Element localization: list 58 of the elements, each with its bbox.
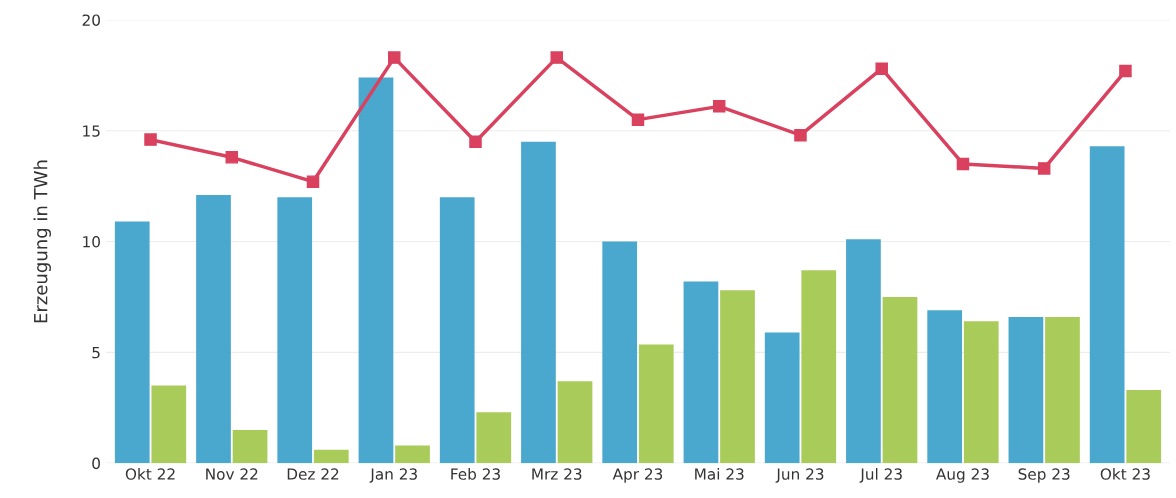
x-tick-label: Mai 23: [695, 468, 744, 480]
bar: [1089, 146, 1125, 464]
x-tick-label: Okt 23: [1100, 468, 1150, 480]
point: [712, 100, 726, 113]
x-tick-label: Apr 23: [612, 468, 663, 483]
point: [306, 175, 320, 188]
bar: [358, 77, 394, 464]
bar: [151, 385, 187, 464]
y-tick-label: 10: [83, 236, 100, 248]
point: [550, 51, 563, 64]
point: [1037, 162, 1051, 175]
bar: [1008, 316, 1044, 464]
x-tick-label: Okt 22: [125, 468, 175, 480]
bar: [232, 429, 268, 464]
point: [144, 133, 157, 146]
bar: [521, 141, 556, 464]
bar: [196, 194, 231, 464]
x-tick-label: Sep 23: [1018, 468, 1070, 483]
y-tick-label: 15: [83, 125, 100, 137]
x-tick-label: Jan 23: [369, 468, 417, 483]
bar: [476, 412, 512, 464]
y-tick-label: 0: [92, 457, 100, 470]
point: [388, 51, 401, 64]
x-tick-label: Dez 22: [287, 468, 339, 480]
x-tick-label: Feb 23: [451, 468, 500, 480]
bar: [313, 449, 349, 464]
bar: [963, 321, 999, 464]
point: [225, 151, 239, 164]
bar: [683, 281, 719, 464]
bar: [114, 221, 150, 464]
x-tick-label: Jun 23: [775, 468, 824, 483]
bar: [638, 344, 674, 464]
bar: [720, 290, 755, 464]
bar: [882, 296, 918, 464]
point: [631, 113, 645, 126]
y-tick-label: 20: [82, 14, 100, 26]
bar: [439, 197, 475, 464]
bar: [557, 381, 593, 464]
y-axis-title: Erzeugung in TWh: [33, 160, 51, 323]
bar: [846, 239, 881, 464]
bar: [764, 332, 800, 464]
bar: [277, 197, 313, 464]
x-tick-label: Jul 23: [859, 468, 902, 483]
bar: [1045, 316, 1080, 464]
bar: [1126, 390, 1162, 464]
bar: [801, 270, 837, 464]
point: [875, 62, 888, 75]
point: [956, 157, 970, 171]
y-tick-label: 5: [92, 347, 100, 359]
point: [1119, 64, 1132, 78]
x-tick-label: Nov 22: [206, 468, 258, 480]
point: [794, 128, 807, 142]
bar: [395, 445, 430, 464]
x-tick-label: Mrz 23: [532, 468, 582, 480]
bar: [602, 241, 638, 464]
x-tick-label: Aug 23: [936, 468, 989, 483]
point: [469, 135, 482, 149]
bar: [927, 310, 963, 464]
